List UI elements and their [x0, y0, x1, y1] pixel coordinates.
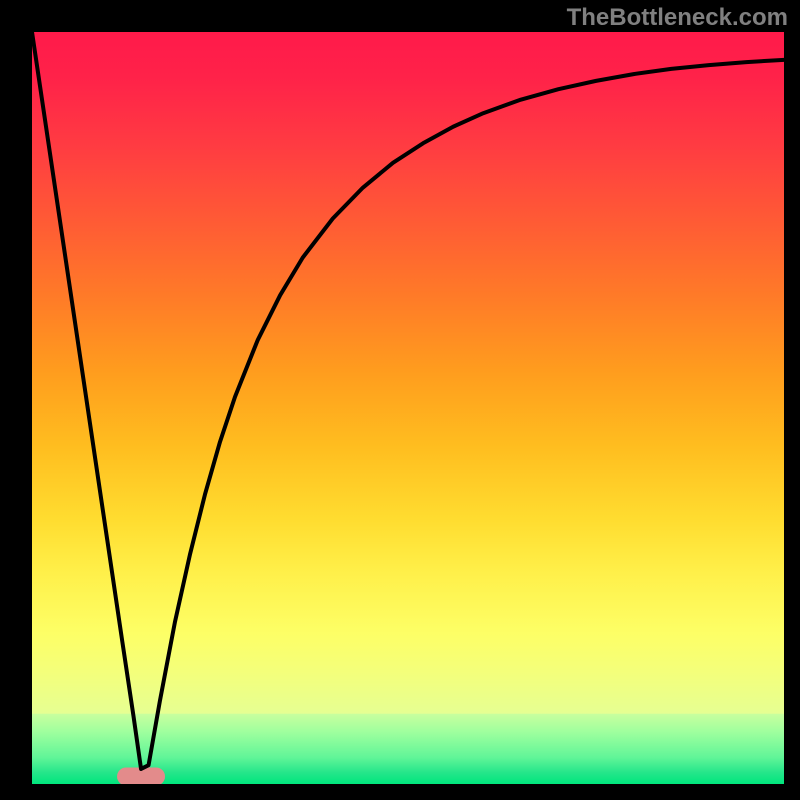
chart-container: TheBottleneck.com	[0, 0, 800, 800]
attribution-text: TheBottleneck.com	[567, 4, 788, 32]
plot-area	[32, 32, 784, 784]
gradient-background	[32, 32, 784, 784]
plot-svg	[32, 32, 784, 784]
